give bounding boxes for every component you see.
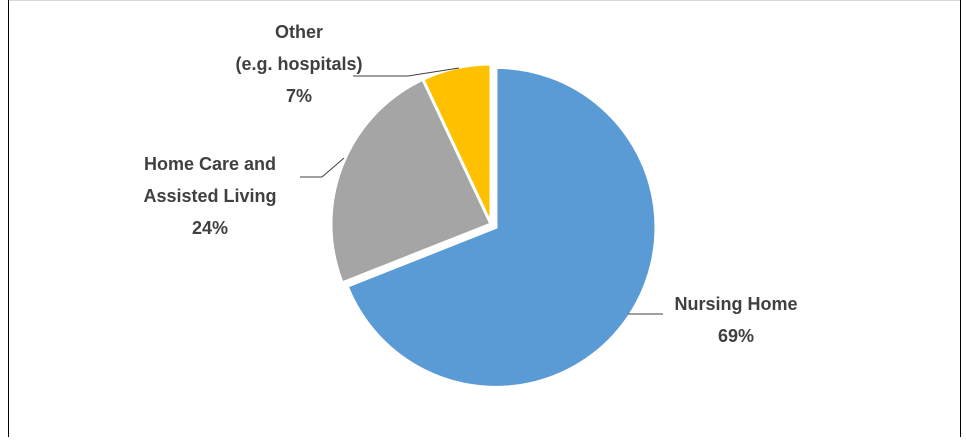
leader-line-2 (353, 67, 460, 77)
data-label-name-2: Other (275, 22, 323, 42)
data-label-percent-2: 7% (286, 86, 312, 106)
pie-slice-0 (345, 65, 658, 389)
data-label-name-1: Home Care and (144, 154, 276, 174)
leader-line-1 (300, 157, 345, 178)
pie-slice-2 (421, 62, 493, 226)
data-label-name-1: Assisted Living (143, 186, 276, 206)
leader-lines (300, 67, 663, 315)
data-labels: Nursing Home 69% Home Care and Assisted Liv… (143, 22, 797, 346)
data-label-percent-1: 24% (192, 218, 228, 238)
pie-slices (329, 62, 658, 389)
pie-slice-1 (329, 77, 493, 285)
data-label-name-2: (e.g. hospitals) (235, 54, 362, 74)
data-label-name-0: Nursing Home (674, 294, 797, 314)
data-label-percent-0: 69% (718, 326, 754, 346)
